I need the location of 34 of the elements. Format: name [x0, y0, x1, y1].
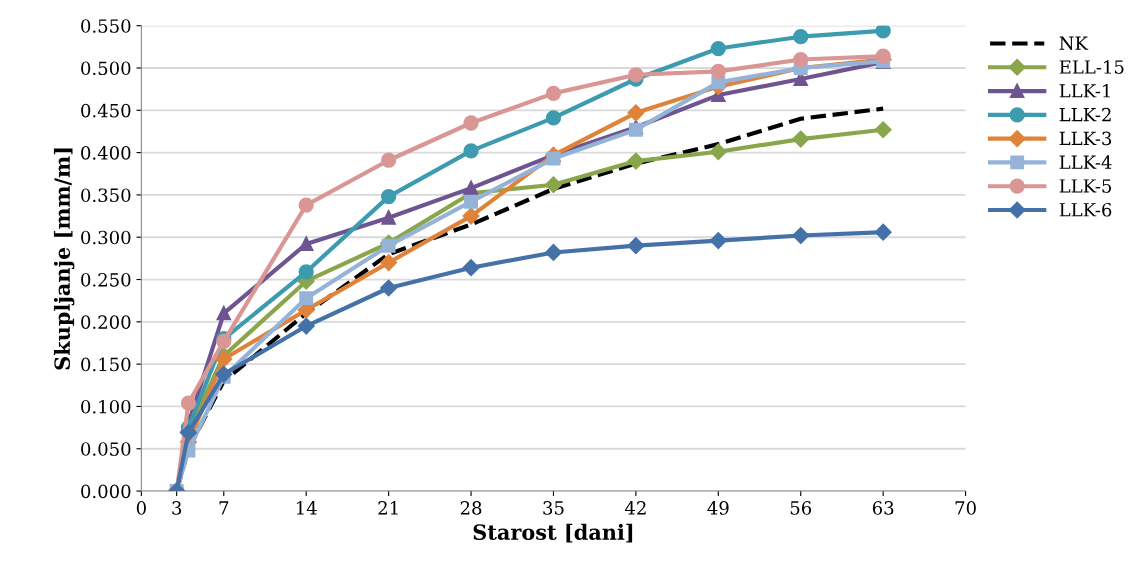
y-tick-label: 0.300: [81, 230, 131, 245]
y-tick-label: 0.150: [81, 357, 131, 372]
x-tick-label: 21: [378, 501, 398, 515]
legend-label: LLK-2: [1059, 107, 1111, 122]
legend-label: ELL-15: [1059, 60, 1124, 74]
x-tick-label: 63: [872, 501, 894, 515]
legend-label: LLK-1: [1059, 83, 1110, 98]
legend-label: LLK-4: [1059, 155, 1112, 169]
y-tick-label: 0.050: [81, 442, 131, 456]
x-tick-label: 35: [543, 501, 564, 515]
x-tick-label: 42: [624, 501, 646, 515]
y-axis-title: Skupljanje [mm/m]: [53, 148, 75, 370]
x-tick-label: 49: [707, 501, 729, 515]
y-tick-label: 0.500: [81, 61, 131, 76]
legend-label: LLK-3: [1059, 131, 1112, 146]
legend-label: NK: [1059, 36, 1089, 51]
x-tick-label: 14: [296, 501, 317, 515]
y-tick-label: 0.350: [81, 188, 131, 203]
y-tick-label: 0.100: [81, 399, 131, 414]
y-tick-label: 0.000: [81, 484, 131, 499]
x-axis-title: Starost [dani]: [473, 523, 633, 543]
y-tick-label: 0.450: [81, 103, 131, 118]
x-tick-label: 28: [460, 501, 482, 515]
y-tick-label: 0.200: [81, 315, 131, 329]
x-tick-label: 56: [790, 501, 812, 515]
x-tick-label: 0: [136, 501, 146, 515]
legend-label: LLK-5: [1059, 179, 1112, 193]
x-tick-label: 70: [955, 501, 976, 515]
x-tick-label: 7: [219, 501, 229, 515]
y-tick-label: 0.250: [81, 272, 131, 287]
y-tick-label: 0.400: [81, 146, 131, 160]
x-tick-label: 3: [172, 501, 182, 515]
legend-label: LLK-6: [1059, 202, 1112, 217]
y-tick-label: 0.550: [81, 19, 131, 33]
